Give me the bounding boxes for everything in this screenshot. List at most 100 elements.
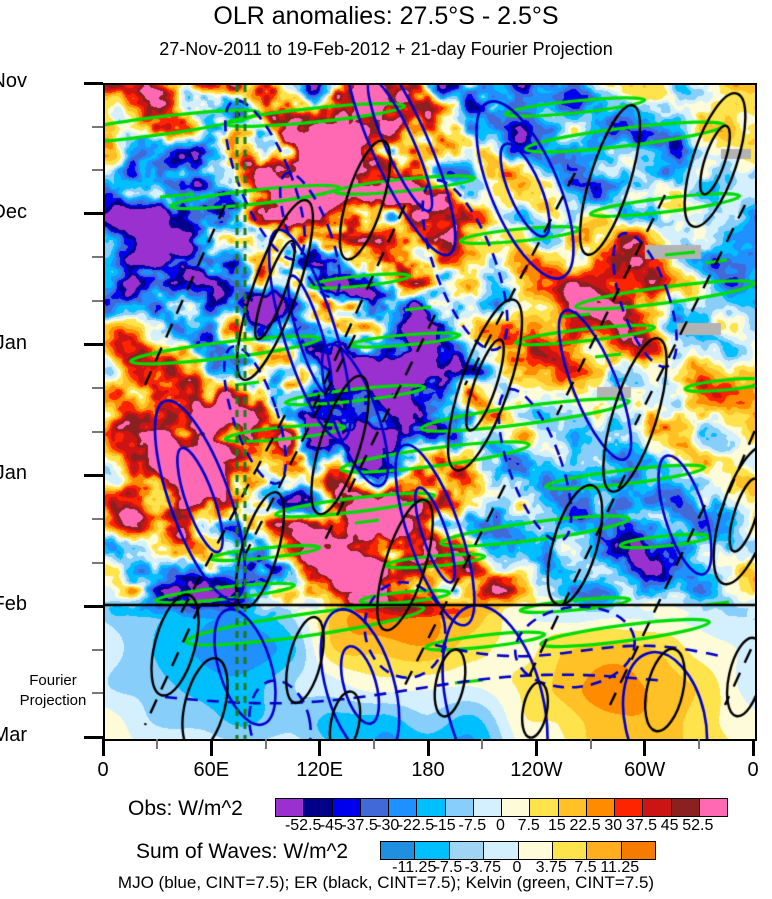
colorbar-tick-label: -52.5 <box>284 817 322 834</box>
sum-of-waves-colorbar-ticks: -11.25 -7.5 -3.75 0 3.75 7.5 11.25 <box>380 859 654 879</box>
x-tick-label-0: 0 <box>97 759 109 781</box>
colorbar-tick-label: -22.5 <box>397 817 435 834</box>
x-major-tick <box>643 739 647 756</box>
hovmoller-plot-area[interactable] <box>103 83 757 741</box>
colorbar-swatch <box>445 799 474 816</box>
colorbar-swatch <box>304 799 333 816</box>
figure-footnote: MJO (blue, CINT=7.5); ER (black, CINT=7.… <box>117 873 655 892</box>
colorbar-swatch <box>518 842 553 859</box>
colorbar-tick-label: 37.5 <box>625 817 658 834</box>
colorbar-swatch <box>643 799 672 816</box>
colorbar-tick-label: 3.75 <box>535 859 567 876</box>
y-major-tick <box>84 735 103 739</box>
x-major-tick <box>534 739 538 756</box>
x-major-tick <box>318 739 322 756</box>
fourier-note-line2: Projection <box>19 692 87 709</box>
x-tick-label-60W: 60W <box>624 759 666 781</box>
sum-of-waves-colorbar <box>380 841 656 860</box>
y-tick-label-19-feb: 19-Feb <box>0 593 27 616</box>
colorbar-swatch <box>360 799 389 816</box>
colorbar-tick-label: -45 <box>319 817 343 834</box>
colorbar-tick-label: 7.5 <box>574 859 597 876</box>
colorbar-tick-label: 0 <box>496 817 505 834</box>
colorbar-swatch <box>699 799 727 816</box>
colorbar-swatch <box>558 799 587 816</box>
colorbar-swatch <box>621 842 655 859</box>
y-major-tick <box>84 212 103 216</box>
y-minor-tick <box>92 387 103 390</box>
colorbar-tick-label: -11.25 <box>392 859 437 876</box>
fourier-note-line1: Fourier <box>29 672 77 689</box>
x-tick-label-120W: 120W <box>510 759 563 781</box>
colorbar-swatch <box>381 842 416 859</box>
x-tick-label-60E: 60E <box>193 759 230 781</box>
colorbar-tick-label: 52.5 <box>682 817 714 834</box>
y-tick-label-11-mar: 11-Mar <box>0 724 27 746</box>
olr-anomaly-field <box>105 85 755 739</box>
colorbar-tick-label: 11.25 <box>600 859 640 876</box>
colorbar-swatch <box>586 799 615 816</box>
obs-colorbar <box>275 798 728 817</box>
colorbar-tick-label: 22.5 <box>569 817 601 834</box>
y-tick-label-18-dec: 18-Dec <box>0 200 27 223</box>
colorbar-swatch <box>484 842 519 859</box>
y-minor-tick <box>92 169 103 172</box>
colorbar-swatch <box>332 799 361 816</box>
colorbar-swatch <box>389 799 418 816</box>
colorbar-swatch <box>587 842 622 859</box>
y-minor-tick <box>92 125 103 128</box>
x-minor-tick <box>589 739 592 749</box>
y-minor-tick <box>92 300 103 302</box>
y-minor-tick <box>92 430 103 433</box>
y-tick-label-27-nov: 27-Nov <box>0 70 27 92</box>
y-major-tick <box>84 473 103 477</box>
colorbar-tick-label: 7.5 <box>517 817 540 834</box>
colorbar-tick-label: 30 <box>604 817 623 834</box>
y-tick-label-29-jan: 29-Jan <box>0 462 27 485</box>
colorbar-swatch <box>417 799 446 816</box>
y-tick-label-8-jan: 8-Jan <box>0 331 27 354</box>
colorbar-tick-label: -3.75 <box>464 859 501 876</box>
figure-subtitle: 27-Nov-2011 to 19-Feb-2012 + 21-day Four… <box>159 39 613 59</box>
y-minor-tick <box>92 256 103 259</box>
colorbar-swatch <box>502 799 531 816</box>
colorbar-tick-label: -37.5 <box>341 817 378 834</box>
x-major-tick <box>426 739 430 756</box>
y-minor-tick <box>92 561 103 564</box>
x-major-tick <box>209 739 213 756</box>
x-minor-tick <box>697 739 700 749</box>
colorbar-swatch <box>276 799 305 816</box>
colorbar-tick-label: 0 <box>512 859 522 876</box>
y-major-tick <box>84 343 103 347</box>
colorbar-swatch <box>473 799 502 816</box>
x-tick-label-120E: 120E <box>296 759 344 781</box>
x-minor-tick <box>372 739 375 749</box>
x-major-tick <box>101 739 105 756</box>
colorbar-tick-label: -7.5 <box>434 859 463 876</box>
y-minor-tick <box>92 518 103 520</box>
sum-of-waves-colorbar-label: Sum of Waves: W/m^2 <box>136 840 349 863</box>
colorbar-swatch <box>552 842 588 859</box>
y-minor-tick <box>92 648 103 651</box>
colorbar-tick-label: 15 <box>547 817 566 834</box>
colorbar-tick-label: -30 <box>376 817 400 834</box>
obs-colorbar-label: Obs: W/m^2 <box>128 797 243 820</box>
page-title: OLR anomalies: 27.5°S - 2.5°S <box>213 2 559 30</box>
obs-colorbar-ticks: -52.5 -45 -37.5 -30 -22.5 -15 -7.5 0 7.5 15 22.5 30… <box>275 817 726 837</box>
colorbar-tick-label: -15 <box>432 817 456 834</box>
x-major-tick <box>751 739 755 756</box>
y-major-tick <box>84 604 103 608</box>
colorbar-swatch <box>449 842 485 859</box>
x-minor-tick <box>156 739 159 749</box>
x-tick-label-180: 180 <box>411 759 445 781</box>
y-minor-tick <box>92 692 103 695</box>
colorbar-swatch <box>415 842 450 859</box>
colorbar-tick-label: -7.5 <box>458 817 487 834</box>
colorbar-swatch <box>530 799 559 816</box>
x-minor-tick <box>264 739 267 749</box>
colorbar-swatch <box>615 799 644 816</box>
x-tick-label-0: 0 <box>747 759 759 781</box>
colorbar-swatch <box>671 799 700 816</box>
x-minor-tick <box>481 739 484 749</box>
